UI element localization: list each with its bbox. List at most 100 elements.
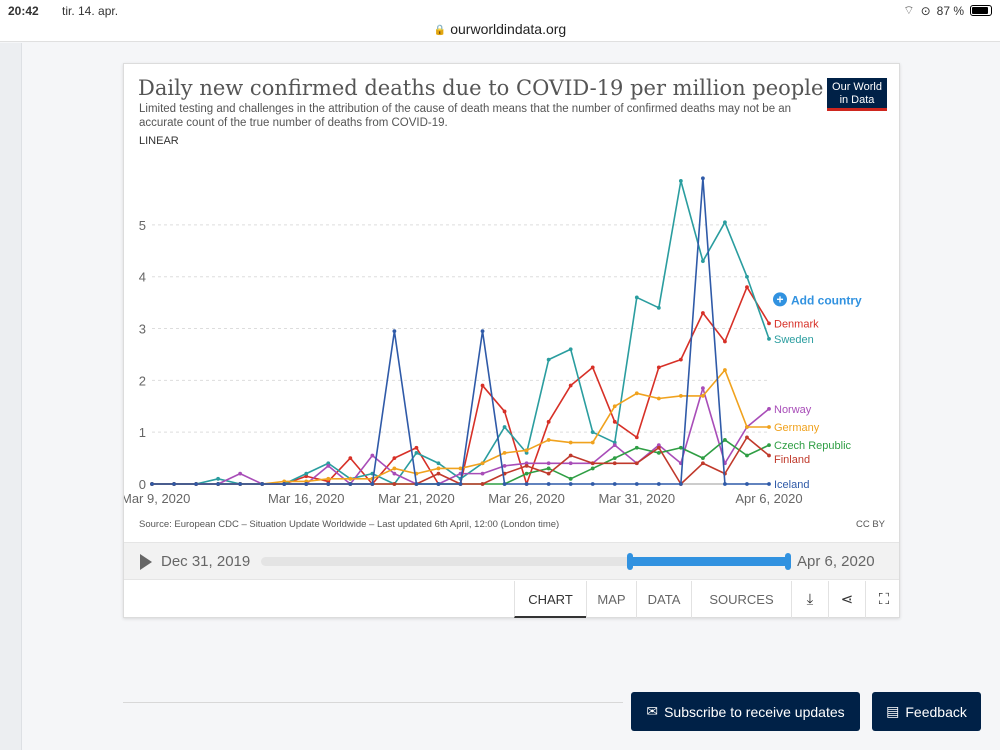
x-tick-label: Mar 16, 2020 [268,491,345,506]
data-point [678,445,683,450]
data-point [216,482,221,486]
data-point [700,259,705,264]
data-point [458,482,463,486]
data-point [414,451,419,455]
license-link[interactable]: CC BY [855,519,885,530]
data-point [656,451,661,455]
data-point [524,463,529,468]
subscribe-button[interactable]: ✉ Subscribe to receive updates [631,692,860,731]
data-point [590,440,595,445]
chart-card: Daily new confirmed deaths due to COVID-… [123,63,900,618]
x-tick-label: Mar 9, 2020 [124,491,190,506]
y-tick-label: 1 [139,425,146,440]
series-end-label: Denmark [774,318,819,330]
plus-icon: + [776,292,783,306]
data-point [546,438,551,442]
data-point [304,471,309,476]
data-point [436,461,441,466]
data-point [590,365,595,370]
add-country-button[interactable]: Add country [791,293,862,307]
data-point [678,178,683,183]
data-point [392,482,397,486]
battery-icon [970,5,992,16]
tab-sources[interactable]: SOURCES [691,581,791,618]
timeline-start-handle[interactable] [626,553,633,570]
data-point [436,466,441,471]
x-tick-label: Mar 21, 2020 [378,491,455,506]
data-point [502,425,507,429]
data-point [634,295,639,300]
data-point [414,482,419,486]
subscribe-label: Subscribe to receive updates [664,703,845,720]
timeline-end-handle[interactable] [785,553,791,570]
data-point [546,482,551,486]
data-point [678,482,683,486]
tab-map[interactable]: MAP [586,581,636,618]
scale-toggle[interactable]: LINEAR [139,135,179,147]
chat-icon: ▤ [886,703,900,719]
data-point [480,482,485,486]
data-point [612,404,617,409]
tab-chart[interactable]: CHART [514,581,586,618]
data-point [304,482,309,486]
data-point [656,365,661,370]
logo-line-2: in Data [839,94,875,106]
data-point [568,347,573,352]
series-line-sweden [152,180,770,485]
feedback-label: Feedback [905,703,967,720]
data-point [172,482,176,486]
data-point [370,453,375,458]
data-point [590,466,595,471]
data-point [458,466,463,471]
data-point [745,425,749,429]
data-point [480,471,485,476]
data-point [745,482,749,486]
url-text: ourworldindata.org [450,21,567,37]
chart-source: Source: European CDC – Situation Update … [139,519,560,530]
download-icon[interactable]: ⤓ [791,581,828,618]
data-point [436,471,441,476]
y-tick-label: 3 [139,322,146,337]
data-point [326,463,331,468]
expand-icon[interactable]: ⛶ [865,581,902,618]
data-point [700,394,705,398]
data-point [767,406,771,411]
feedback-button[interactable]: ▤ Feedback [872,692,981,731]
owid-logo[interactable]: Our World in Data [827,78,887,111]
status-time: 20:42 [8,4,39,18]
data-point [723,438,727,442]
data-point [612,419,617,424]
data-point [767,321,771,326]
data-point [656,445,661,450]
data-point [524,482,529,486]
series-end-label: Norway [774,404,812,416]
data-point [767,443,771,448]
data-point [480,329,485,334]
data-point [238,482,243,486]
data-point [634,435,639,440]
data-point [392,466,397,471]
data-point [723,220,727,225]
data-point [678,394,683,398]
add-country-icon[interactable] [773,292,787,307]
data-point [767,425,771,429]
data-point [546,461,551,466]
data-point [348,482,353,486]
logo-line-1: Our World [832,81,882,93]
play-icon[interactable] [140,554,152,570]
data-point [282,482,287,486]
series-end-label: Iceland [774,479,809,491]
data-point [745,435,749,440]
data-point [723,339,727,344]
share-icon[interactable]: ⋖ [828,581,865,618]
series-end-label: Finland [774,454,810,466]
data-point [392,329,397,334]
address-bar[interactable]: 🔒 ourworldindata.org [0,18,1000,42]
tab-data[interactable]: DATA [636,581,691,618]
timeline-track[interactable] [261,553,791,570]
data-point [656,305,661,310]
data-point [326,476,331,481]
x-tick-label: Mar 26, 2020 [488,491,565,506]
data-point [502,482,507,486]
data-point [723,482,727,486]
